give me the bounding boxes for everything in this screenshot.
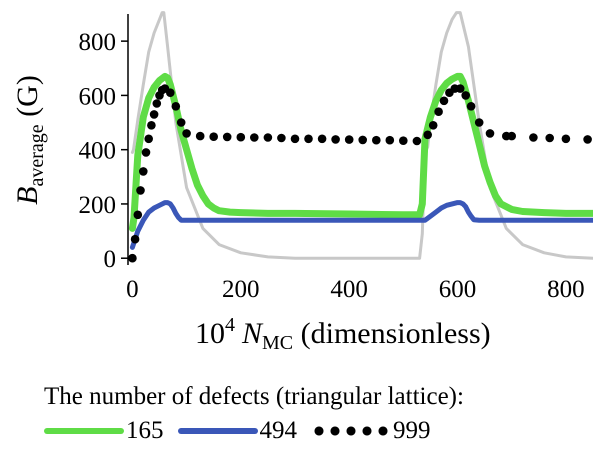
series-999-point: [144, 134, 153, 144]
x-tick-label: 400: [330, 276, 368, 303]
y-axis-label: Baverage (G): [11, 75, 48, 205]
series-999-point: [209, 132, 218, 141]
series-layer: [128, 11, 593, 263]
series-999-point: [412, 136, 422, 146]
y-tick-label: 0: [104, 246, 117, 273]
series-999-point: [139, 167, 148, 176]
series-999-point: [423, 130, 433, 140]
series-165-line: [128, 72, 593, 232]
series-999-point: [136, 186, 145, 195]
x-axis-label-prefix: 10: [195, 317, 225, 350]
series-999-point: [304, 134, 313, 144]
x-axis-label-unit: (dimensionless): [293, 317, 490, 350]
series-999-point: [461, 91, 471, 100]
y-tick-label: 600: [79, 83, 117, 110]
legend-item-494: 494: [177, 417, 298, 445]
series-999-point: [152, 99, 162, 108]
series-999-point: [561, 134, 571, 144]
series-999-point: [485, 129, 495, 138]
x-tick-label: 800: [547, 276, 585, 303]
series-999-point: [250, 133, 259, 142]
series-999-point: [222, 132, 232, 142]
series-999-point: [529, 133, 538, 142]
x-tick-label: 600: [439, 276, 477, 303]
series-999-point: [182, 129, 191, 138]
y-tick-label: 200: [79, 192, 117, 219]
series-999-point: [331, 135, 340, 144]
y-ticks: 0 200 400 600 800: [79, 29, 128, 273]
series-999-point: [434, 107, 443, 116]
series-999-point: [439, 96, 449, 106]
chart: 0 200 400 600 800 0 200 400 600 800 Baverage (G)…: [11, 11, 593, 354]
series-999-point: [147, 121, 156, 130]
x-ticks: 0 200 400 600 800: [126, 276, 584, 303]
series-999-point: [583, 135, 592, 144]
series-999-point: [128, 253, 137, 263]
series-999-point: [263, 133, 273, 142]
y-axis-label-symbol: B: [11, 187, 44, 205]
x-tick-label: 0: [126, 276, 139, 303]
series-reference-field-line: [130, 11, 593, 260]
x-axis-label-symbol: N: [241, 317, 264, 350]
series-999-point: [344, 135, 354, 144]
series-999-point: [317, 134, 327, 144]
series-494-line: [129, 200, 593, 250]
series-999-point: [176, 118, 186, 127]
series-999-point: [507, 131, 516, 141]
legend: 165 494 999: [44, 416, 445, 446]
legend-title: The number of defects (triangular lattic…: [44, 383, 464, 410]
legend-item-165: 165: [44, 417, 164, 445]
y-tick-label: 400: [79, 138, 117, 165]
legend-swatch-494: [177, 420, 258, 442]
x-tick-label: 200: [222, 276, 260, 303]
series-999-point: [195, 131, 205, 141]
x-axis-label: 104 NMC (dimensionless): [195, 314, 491, 354]
series-999-point: [166, 88, 175, 97]
legend-label-165: 165: [126, 417, 164, 444]
series-999-point: [455, 84, 465, 93]
y-axis-label-subscript: average: [26, 124, 48, 186]
legend-swatch-165: [44, 420, 124, 442]
series-999-point: [372, 135, 381, 145]
series-999-point: [385, 135, 395, 145]
series-999-point: [130, 234, 140, 244]
x-axis-label-subscript: MC: [262, 332, 293, 354]
legend-label-999: 999: [393, 417, 431, 444]
y-tick-label: 800: [79, 29, 117, 56]
series-999-point: [545, 133, 554, 143]
series-999-point: [141, 148, 151, 157]
legend-item-999: 999: [311, 417, 431, 445]
series-999-point: [277, 133, 286, 143]
series-999-point: [358, 135, 368, 145]
series-999-point: [466, 102, 476, 111]
series-999-point: [428, 121, 438, 130]
y-axis-label-unit: (G): [11, 75, 44, 124]
series-999-point: [290, 134, 300, 144]
series-999-point: [236, 132, 246, 142]
legend-swatch-999: [311, 420, 391, 442]
series-999-point: [133, 210, 143, 220]
series-999-point: [149, 110, 159, 119]
series-999-point: [171, 102, 181, 111]
series-999-point: [399, 136, 408, 145]
legend-label-494: 494: [259, 417, 298, 444]
x-axis-label-exponent: 4: [225, 314, 235, 336]
series-999-point: [474, 118, 484, 127]
